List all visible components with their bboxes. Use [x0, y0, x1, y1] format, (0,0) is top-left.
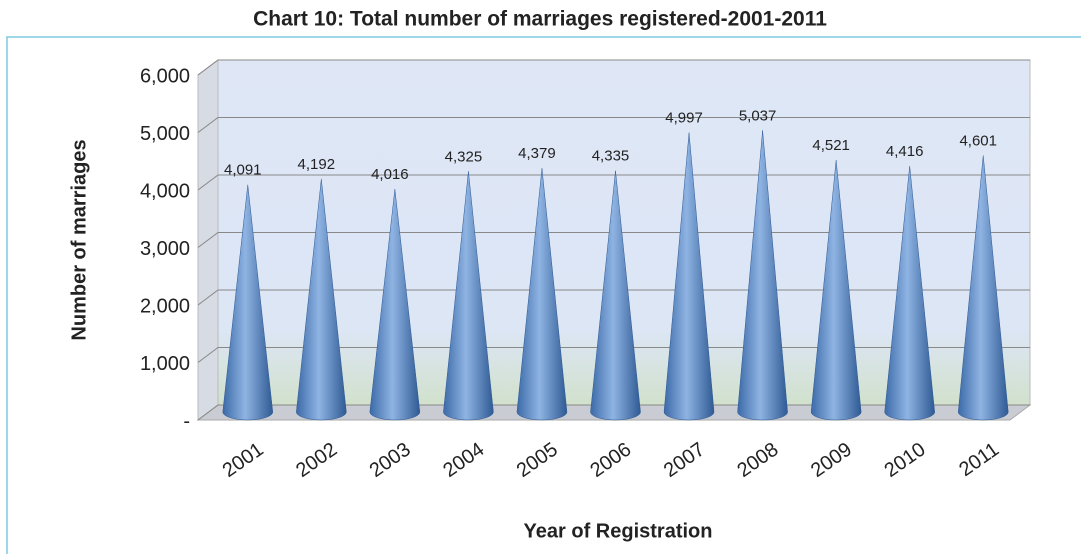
data-label: 4,325: [445, 148, 483, 165]
x-tick-label: 2003: [366, 438, 415, 482]
x-tick-label: 2002: [292, 438, 341, 482]
bar: [369, 189, 421, 421]
data-label: 4,521: [812, 137, 850, 154]
x-tick-label: 2005: [513, 438, 562, 482]
x-axis-label: Year of Registration: [524, 520, 713, 542]
x-tick-label: 2008: [733, 438, 782, 482]
y-tick-label: 1,000: [140, 353, 190, 375]
x-tick-label: 2001: [219, 438, 268, 482]
bar: [737, 130, 788, 421]
bar: [590, 170, 641, 421]
bar: [443, 171, 494, 421]
bar: [957, 155, 1009, 421]
x-tick-label: 2004: [439, 438, 488, 482]
data-label: 4,016: [371, 166, 409, 183]
y-tick-label: -: [183, 410, 190, 432]
x-tick-label: 2006: [586, 438, 635, 482]
data-label: 4,335: [592, 148, 630, 165]
data-label: 4,601: [959, 132, 997, 149]
bar: [516, 168, 568, 421]
data-label: 4,379: [518, 145, 556, 162]
bar: [663, 132, 715, 421]
data-label: 4,091: [224, 162, 262, 179]
x-tick-label: 2011: [955, 438, 1003, 481]
bar: [222, 184, 274, 421]
y-tick-label: 3,000: [140, 238, 190, 260]
grid-line: [197, 59, 1030, 76]
y-tick-label: 2,000: [140, 295, 190, 317]
bar: [810, 160, 862, 421]
y-tick-label: 4,000: [140, 180, 190, 202]
bar: [884, 166, 935, 421]
data-label: 4,192: [298, 156, 336, 173]
y-axis-label: Number of marriages: [68, 139, 90, 340]
frame: [6, 36, 1081, 554]
bar: [296, 178, 347, 421]
data-label: 4,997: [665, 110, 703, 127]
x-tick-label: 2007: [660, 438, 709, 482]
data-label: 5,037: [739, 107, 777, 124]
x-tick-label: 2010: [881, 438, 930, 482]
data-label: 4,416: [886, 143, 924, 160]
x-tick-label: 2009: [807, 438, 856, 482]
grid-line: [197, 117, 1030, 133]
chart-title: Chart 10: Total number of marriages regi…: [253, 8, 827, 31]
y-tick-label: 5,000: [140, 123, 190, 145]
y-tick-label: 6,000: [140, 65, 190, 87]
